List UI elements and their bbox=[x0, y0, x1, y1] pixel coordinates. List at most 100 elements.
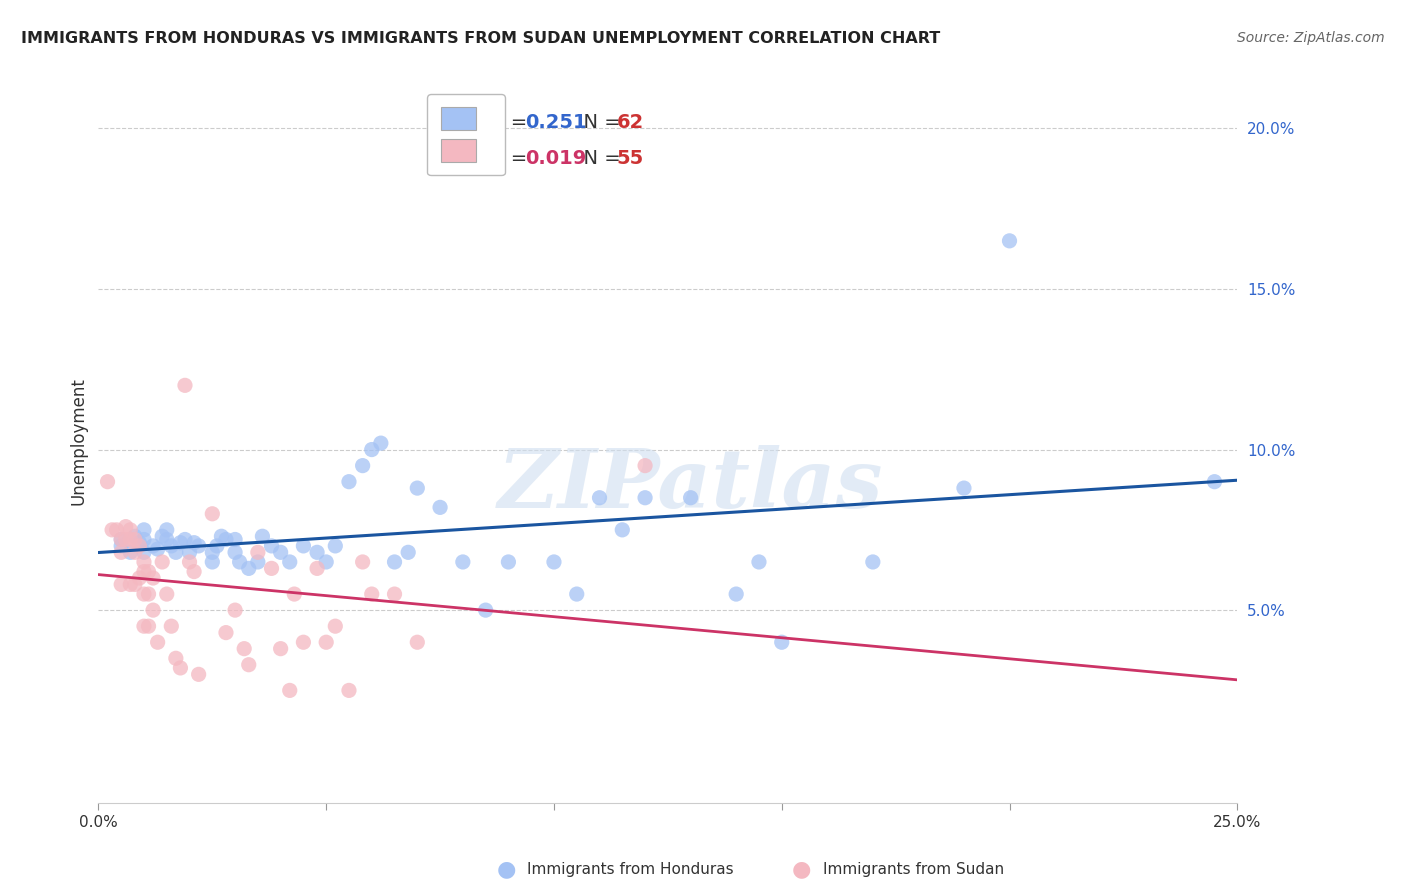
Point bbox=[132, 533, 155, 547]
Point bbox=[224, 545, 246, 559]
Text: R =: R = bbox=[491, 112, 534, 132]
Point bbox=[132, 523, 155, 537]
Point bbox=[406, 635, 429, 649]
Point bbox=[201, 555, 224, 569]
Point bbox=[360, 442, 382, 457]
Point bbox=[224, 603, 246, 617]
Point bbox=[1204, 475, 1226, 489]
Point bbox=[384, 555, 406, 569]
Point bbox=[110, 577, 132, 591]
Point bbox=[246, 555, 269, 569]
Point bbox=[120, 533, 142, 547]
Y-axis label: Unemployment: Unemployment bbox=[69, 377, 87, 506]
Point bbox=[283, 587, 305, 601]
Text: 0.019: 0.019 bbox=[526, 149, 586, 168]
Point bbox=[120, 577, 142, 591]
Text: Immigrants from Sudan: Immigrants from Sudan bbox=[823, 863, 1004, 877]
Point bbox=[862, 555, 884, 569]
Point bbox=[953, 481, 976, 495]
Text: ●: ● bbox=[792, 860, 811, 880]
Point bbox=[146, 542, 169, 557]
Point bbox=[101, 523, 124, 537]
Point bbox=[174, 533, 197, 547]
Point bbox=[209, 529, 232, 543]
Point bbox=[307, 561, 329, 575]
Point bbox=[156, 587, 179, 601]
Point bbox=[260, 539, 283, 553]
Point bbox=[160, 539, 183, 553]
Point bbox=[132, 565, 155, 579]
Text: R =: R = bbox=[491, 149, 534, 168]
Text: 0.251: 0.251 bbox=[526, 112, 588, 132]
Point bbox=[429, 500, 451, 515]
Point bbox=[498, 555, 520, 569]
Point bbox=[114, 533, 136, 547]
Point bbox=[451, 555, 474, 569]
Point bbox=[612, 523, 634, 537]
Point bbox=[246, 545, 269, 559]
Point bbox=[169, 535, 191, 549]
Point bbox=[998, 234, 1021, 248]
Point bbox=[187, 539, 209, 553]
Point bbox=[278, 555, 301, 569]
Point bbox=[156, 523, 179, 537]
Point bbox=[278, 683, 301, 698]
Point bbox=[132, 619, 155, 633]
Point bbox=[110, 539, 132, 553]
Point bbox=[165, 651, 187, 665]
Point bbox=[132, 555, 155, 569]
Point bbox=[252, 529, 274, 543]
Text: Source: ZipAtlas.com: Source: ZipAtlas.com bbox=[1237, 31, 1385, 45]
Point bbox=[183, 535, 205, 549]
Point bbox=[138, 565, 160, 579]
Point bbox=[105, 523, 128, 537]
Point bbox=[588, 491, 610, 505]
Point bbox=[634, 458, 657, 473]
Point bbox=[352, 555, 374, 569]
Point bbox=[124, 529, 146, 543]
Point bbox=[270, 545, 292, 559]
Point bbox=[169, 661, 191, 675]
Text: 55: 55 bbox=[617, 149, 644, 168]
Point bbox=[179, 555, 201, 569]
Point bbox=[179, 545, 201, 559]
Point bbox=[260, 561, 283, 575]
Point bbox=[156, 533, 179, 547]
Point bbox=[138, 619, 160, 633]
Point bbox=[174, 378, 197, 392]
Text: ●: ● bbox=[496, 860, 516, 880]
Point bbox=[634, 491, 657, 505]
Point bbox=[307, 545, 329, 559]
Point bbox=[748, 555, 770, 569]
Point bbox=[124, 545, 146, 559]
Point bbox=[292, 539, 315, 553]
Point bbox=[150, 555, 173, 569]
Point bbox=[142, 539, 165, 553]
Point bbox=[233, 641, 256, 656]
Text: IMMIGRANTS FROM HONDURAS VS IMMIGRANTS FROM SUDAN UNEMPLOYMENT CORRELATION CHART: IMMIGRANTS FROM HONDURAS VS IMMIGRANTS F… bbox=[21, 31, 941, 46]
Point bbox=[205, 539, 228, 553]
Point bbox=[201, 545, 224, 559]
Point bbox=[370, 436, 392, 450]
Point bbox=[150, 529, 173, 543]
Point bbox=[474, 603, 496, 617]
Legend: , : , bbox=[427, 94, 505, 176]
Point bbox=[110, 533, 132, 547]
Text: Immigrants from Honduras: Immigrants from Honduras bbox=[527, 863, 734, 877]
Point bbox=[725, 587, 748, 601]
Point bbox=[114, 519, 136, 533]
Point bbox=[142, 571, 165, 585]
Point bbox=[292, 635, 315, 649]
Point bbox=[565, 587, 588, 601]
Point bbox=[165, 545, 187, 559]
Point bbox=[396, 545, 419, 559]
Point bbox=[183, 565, 205, 579]
Text: N =: N = bbox=[571, 149, 627, 168]
Point bbox=[128, 539, 150, 553]
Point bbox=[384, 587, 406, 601]
Point bbox=[132, 545, 155, 559]
Point bbox=[337, 683, 360, 698]
Point bbox=[337, 475, 360, 489]
Point bbox=[110, 533, 132, 547]
Point bbox=[360, 587, 382, 601]
